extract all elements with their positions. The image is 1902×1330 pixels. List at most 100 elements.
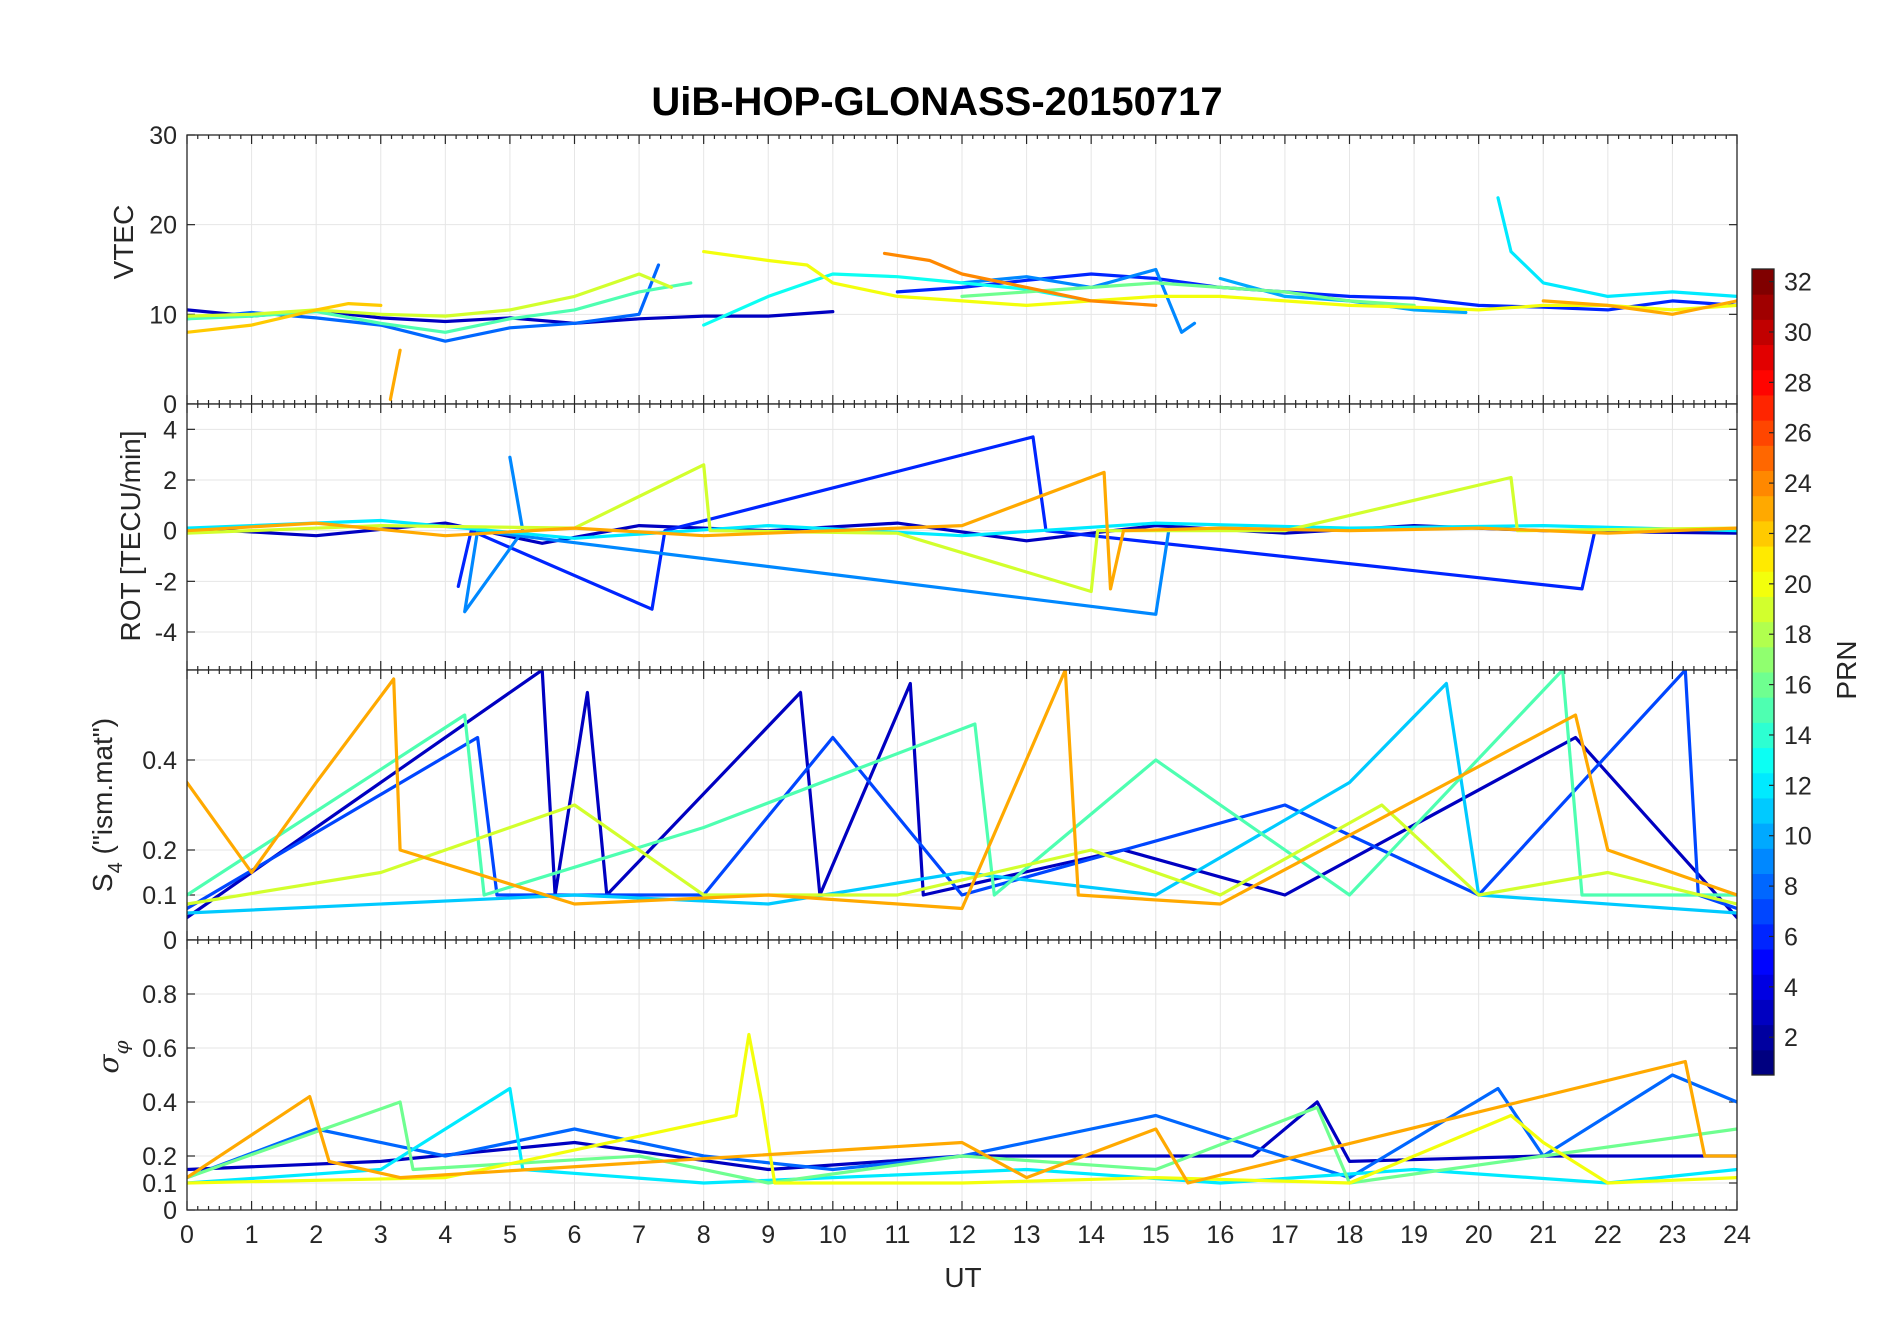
y-tick-label: -4 <box>155 619 177 647</box>
x-axis: 0 1 2 3 4 5 6 7 8 9 10 11 12 13 14 15 16 17 18 19 20 21 22 23 24 <box>180 1221 1751 1249</box>
colorbar-tick-label: 16 <box>1784 672 1812 700</box>
x-tick-label: 6 <box>568 1221 582 1249</box>
y-tick-label: 20 <box>149 212 177 240</box>
y-tick-label: 4 <box>163 416 177 444</box>
y-axis-label-vtec: VTEC <box>108 205 139 280</box>
x-tick-label: 2 <box>309 1221 323 1249</box>
series-line-prn-7 <box>187 670 1737 911</box>
x-tick-label: 17 <box>1271 1221 1299 1249</box>
colorbar-tick-label: 22 <box>1784 520 1812 548</box>
svg-text:VTEC: VTEC <box>108 205 139 280</box>
svg-text:ROT [TECU/min]: ROT [TECU/min] <box>115 430 146 641</box>
y-axis-label-rot: ROT [TECU/min] <box>115 430 146 641</box>
series-line-prn-19 <box>187 463 1737 594</box>
colorbar-swatch <box>1752 823 1774 849</box>
colorbar-swatch <box>1752 621 1774 648</box>
colorbar-tick-label: 12 <box>1784 772 1812 800</box>
colorbar-tick-label: 18 <box>1784 621 1812 649</box>
series-line-prn-23 <box>187 1059 1737 1185</box>
y-tick-label: 10 <box>149 301 177 329</box>
y-tick-label: 0 <box>163 1197 177 1225</box>
series-line-prn-16 <box>187 1100 1737 1185</box>
x-tick-label: 8 <box>697 1221 711 1249</box>
series-group <box>187 196 1737 402</box>
series-line-prn-9 <box>463 455 1171 616</box>
series-line-prn-20 <box>187 1032 1737 1185</box>
x-tick-label: 22 <box>1594 1221 1622 1249</box>
plot-frame <box>186 939 1738 1211</box>
x-tick-label: 9 <box>761 1221 775 1249</box>
y-tick-label: 0.4 <box>142 1089 177 1117</box>
series-line-prn-23 <box>1541 299 1737 316</box>
svg-text:S4 ("ism.mat"): S4 ("ism.mat") <box>87 718 127 892</box>
colorbar-swatch <box>1752 571 1774 597</box>
panel-rot: -4 -2 0 2 4 <box>155 403 1738 671</box>
series-group <box>187 1032 1737 1185</box>
x-tick-label: 23 <box>1659 1221 1687 1249</box>
x-tick-label: 15 <box>1142 1221 1170 1249</box>
x-tick-label: 7 <box>632 1221 646 1249</box>
svg-text:σφ: σφ <box>92 1040 133 1073</box>
series-line-prn-13 <box>702 272 1093 327</box>
colorbar-swatch <box>1752 495 1774 522</box>
colorbar-tick-label: 6 <box>1784 923 1798 951</box>
x-tick-label: 5 <box>503 1221 517 1249</box>
x-tick-label: 18 <box>1336 1221 1364 1249</box>
y-tick-label: 0.8 <box>142 981 177 1009</box>
y-tick-label: 0.4 <box>142 747 177 775</box>
colorbar-swatch <box>1752 772 1774 799</box>
y-tick-label: 2 <box>163 467 177 495</box>
series-line-prn-3 <box>187 1100 1737 1172</box>
y-tick-label: 0.1 <box>142 882 177 910</box>
colorbar-tick-label: 8 <box>1784 873 1798 901</box>
y-tick-label: -2 <box>155 568 177 596</box>
panel-s4: 0 0.1 0.2 0.4 <box>142 669 1738 955</box>
colorbar-swatch <box>1752 546 1774 572</box>
colorbar-swatch <box>1752 949 1774 975</box>
series-group <box>187 435 1737 616</box>
x-tick-label: 12 <box>948 1221 976 1249</box>
colorbar-swatch <box>1752 344 1774 371</box>
y-axis-label-s4: S4 ("ism.mat") <box>87 718 127 892</box>
series-line-prn-9 <box>960 267 1197 334</box>
x-tick-label: 13 <box>1013 1221 1041 1249</box>
series-line-prn-19 <box>187 803 1737 906</box>
colorbar-swatch <box>1752 999 1774 1026</box>
panel-sigma-phi: 00.10.2 0.4 0.6 0.8 <box>142 939 1738 1225</box>
x-tick-label: 0 <box>180 1221 194 1249</box>
x-tick-label: 19 <box>1400 1221 1428 1249</box>
series-line-prn-24 <box>882 251 1158 307</box>
x-tick-label: 14 <box>1077 1221 1105 1249</box>
colorbar-swatch <box>1752 873 1774 900</box>
x-tick-label: 16 <box>1206 1221 1234 1249</box>
chart-title: UiB-HOP-GLONASS-20150717 <box>651 80 1222 124</box>
colorbar-swatch <box>1752 898 1774 925</box>
colorbar-swatch <box>1752 294 1774 320</box>
colorbar-swatch <box>1752 646 1774 673</box>
y-axis-label-sigma-phi: σφ <box>92 1040 133 1073</box>
colorbar-swatch <box>1752 697 1774 723</box>
colorbar-swatch <box>1752 470 1774 497</box>
y-tick-label: 0.2 <box>142 1143 177 1171</box>
x-tick-label: 3 <box>374 1221 388 1249</box>
colorbar-tick-label: 32 <box>1784 269 1812 297</box>
y-tick-label: 0.6 <box>142 1035 177 1063</box>
colorbar-tick-label: 28 <box>1784 369 1812 397</box>
colorbar-tick-label: 4 <box>1784 974 1798 1002</box>
colorbar-swatch <box>1752 445 1774 471</box>
x-tick-label: 21 <box>1529 1221 1557 1249</box>
colorbar-swatch <box>1752 394 1774 421</box>
x-tick-label: 10 <box>819 1221 847 1249</box>
series-line-prn-19 <box>187 272 673 318</box>
series-line-prn-12 <box>1496 196 1737 298</box>
x-tick-label: 4 <box>438 1221 452 1249</box>
colorbar-tick-label: 20 <box>1784 571 1812 599</box>
series-line-prn-12 <box>187 1086 1737 1185</box>
x-axis-label: UT <box>944 1262 981 1293</box>
colorbar-tick-label: 14 <box>1784 722 1812 750</box>
y-tick-label: 0.1 <box>142 1170 177 1198</box>
colorbar-swatch <box>1752 848 1774 874</box>
panel-vtec: 0 10 20 30 <box>149 122 1738 419</box>
